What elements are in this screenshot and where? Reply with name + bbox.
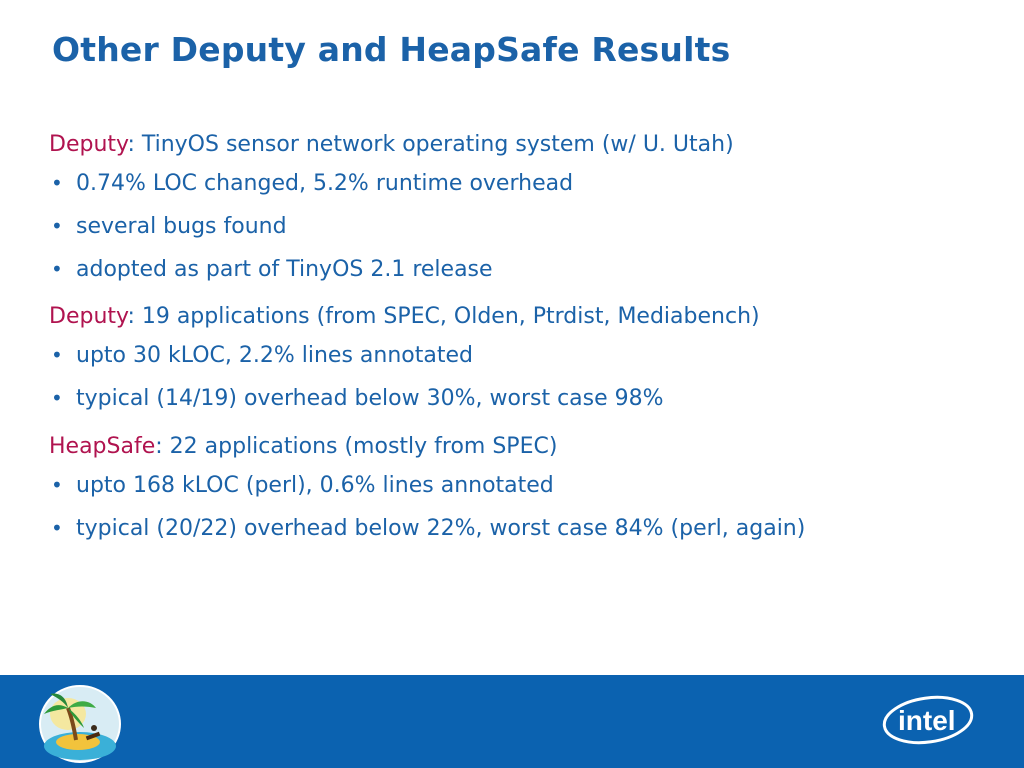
bullet-text: 0.74% LOC changed, 5.2% runtime overhead — [76, 171, 574, 196]
bullet-text: several bugs found — [76, 214, 287, 239]
section-heading: Deputy: 19 applications (from SPEC, Olde… — [49, 300, 999, 334]
intel-logo: intel — [882, 695, 974, 745]
island-palm-logo — [39, 685, 121, 763]
bullet-dot: • — [51, 473, 63, 497]
bullet-item: • typical (20/22) overhead below 22%, wo… — [49, 507, 999, 550]
bullet-dot: • — [51, 386, 63, 410]
bullet-item: • adopted as part of TinyOS 2.1 release — [49, 248, 999, 291]
bullet-dot: • — [51, 171, 63, 195]
bullet-dot: • — [51, 257, 63, 281]
slide-title: Other Deputy and HeapSafe Results — [52, 30, 731, 69]
bullet-dot: • — [51, 214, 63, 238]
bullet-dot: • — [51, 516, 63, 540]
section-keyword: Deputy — [49, 132, 128, 157]
bullet-text: typical (20/22) overhead below 22%, wors… — [76, 516, 806, 541]
bullet-item: • upto 168 kLOC (perl), 0.6% lines annot… — [49, 464, 999, 507]
slide-body: Deputy: TinyOS sensor network operating … — [49, 128, 999, 550]
bullet-text: upto 30 kLOC, 2.2% lines annotated — [76, 343, 473, 368]
footer-bar: intel — [0, 675, 1024, 768]
section-heading: Deputy: TinyOS sensor network operating … — [49, 128, 999, 162]
section-heading: HeapSafe: 22 applications (mostly from S… — [49, 430, 999, 464]
section-text: : TinyOS sensor network operating system… — [127, 132, 734, 157]
section-keyword: HeapSafe — [49, 434, 156, 459]
bullet-text: adopted as part of TinyOS 2.1 release — [76, 257, 493, 282]
bullet-text: typical (14/19) overhead below 30%, wors… — [76, 386, 664, 411]
bullet-item: • upto 30 kLOC, 2.2% lines annotated — [49, 334, 999, 377]
section-text: : 22 applications (mostly from SPEC) — [155, 434, 558, 459]
bullet-dot: • — [51, 343, 63, 367]
bullet-item: • several bugs found — [49, 205, 999, 248]
bullet-text: upto 168 kLOC (perl), 0.6% lines annotat… — [76, 473, 554, 498]
intel-logo-text: intel — [898, 705, 956, 736]
bullet-item: • 0.74% LOC changed, 5.2% runtime overhe… — [49, 162, 999, 205]
bullet-item: • typical (14/19) overhead below 30%, wo… — [49, 377, 999, 420]
section-text: : 19 applications (from SPEC, Olden, Ptr… — [127, 304, 760, 329]
section-keyword: Deputy — [49, 304, 128, 329]
